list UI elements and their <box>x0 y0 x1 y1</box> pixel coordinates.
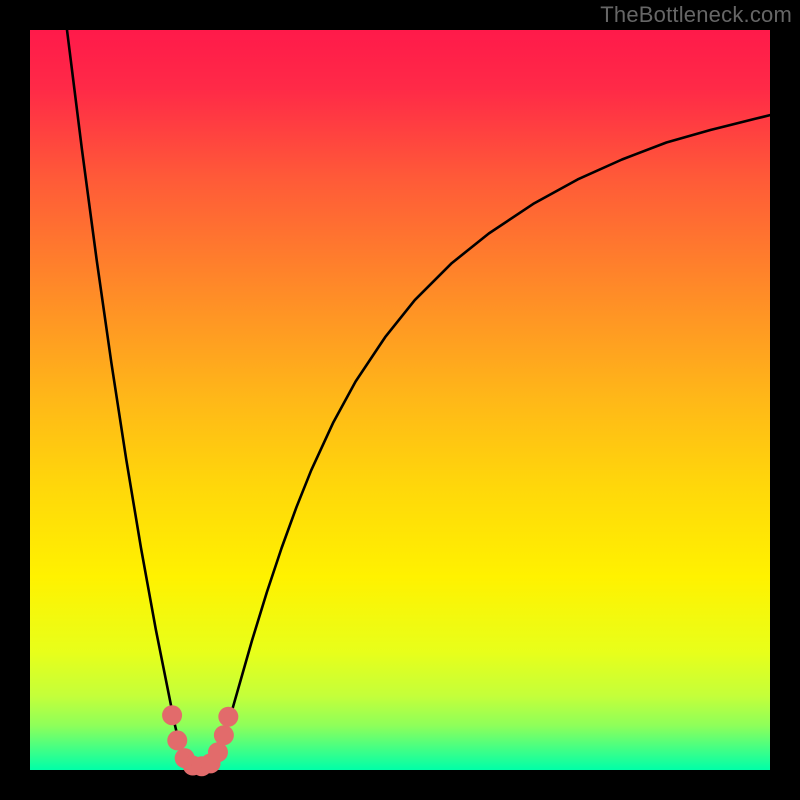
watermark-text: TheBottleneck.com <box>600 2 792 28</box>
sample-marker <box>214 725 234 745</box>
plot-background <box>30 30 770 770</box>
sample-marker <box>167 730 187 750</box>
sample-marker <box>162 705 182 725</box>
sample-marker <box>208 742 228 762</box>
chart-frame: TheBottleneck.com <box>0 0 800 800</box>
sample-marker <box>218 707 238 727</box>
bottleneck-chart <box>0 0 800 800</box>
